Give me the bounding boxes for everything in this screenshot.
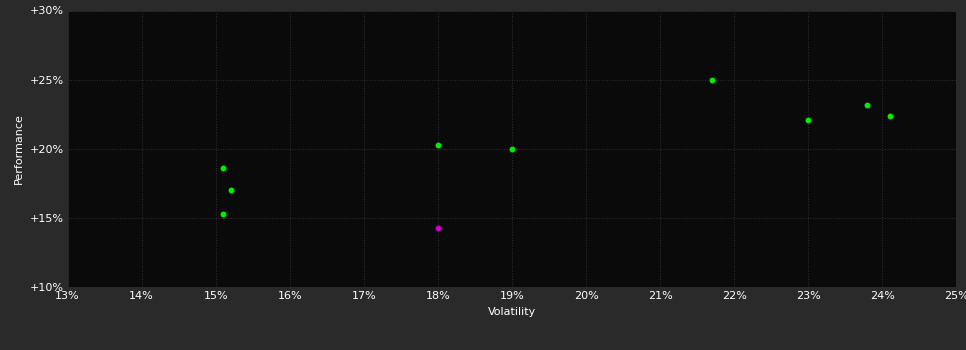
Point — [430, 225, 445, 230]
Point — [215, 211, 231, 217]
Point — [801, 117, 816, 122]
X-axis label: Volatility: Volatility — [488, 307, 536, 317]
Y-axis label: Performance: Performance — [14, 113, 24, 184]
Point — [882, 113, 897, 118]
Point — [860, 102, 875, 107]
Point — [504, 146, 520, 152]
Point — [430, 142, 445, 147]
Point — [215, 165, 231, 171]
Point — [223, 188, 239, 193]
Point — [704, 77, 720, 83]
